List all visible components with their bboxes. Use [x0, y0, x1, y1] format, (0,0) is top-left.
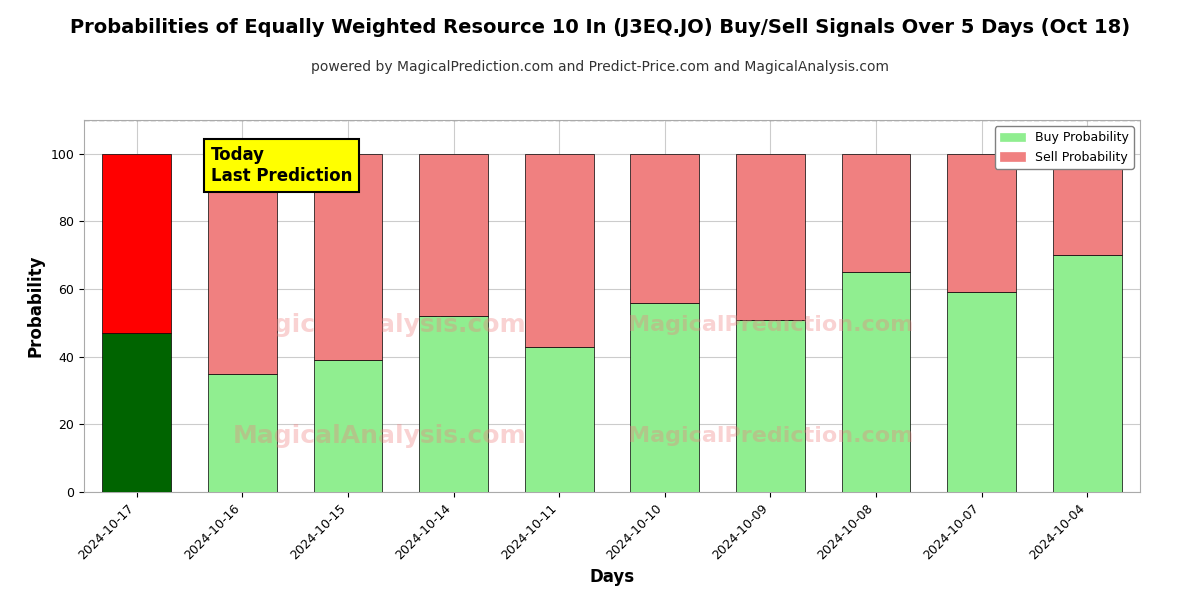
Bar — [841, 154, 911, 272]
Text: MagicalAnalysis.com: MagicalAnalysis.com — [233, 313, 527, 337]
Bar — [102, 154, 172, 333]
Text: MagicalPrediction.com: MagicalPrediction.com — [628, 426, 913, 446]
Y-axis label: Probability: Probability — [26, 255, 44, 357]
Bar — [630, 302, 700, 492]
Text: Probabilities of Equally Weighted Resource 10 In (J3EQ.JO) Buy/Sell Signals Over: Probabilities of Equally Weighted Resour… — [70, 18, 1130, 37]
Bar — [1052, 255, 1122, 492]
Bar — [208, 374, 277, 492]
Bar — [208, 154, 277, 374]
Bar — [313, 360, 383, 492]
X-axis label: Days: Days — [589, 568, 635, 586]
Bar — [947, 154, 1016, 292]
Bar — [313, 154, 383, 360]
Text: MagicalPrediction.com: MagicalPrediction.com — [628, 314, 913, 335]
Bar — [419, 316, 488, 492]
Bar — [1052, 154, 1122, 255]
Legend: Buy Probability, Sell Probability: Buy Probability, Sell Probability — [995, 126, 1134, 169]
Bar — [102, 333, 172, 492]
Text: Today
Last Prediction: Today Last Prediction — [211, 146, 352, 185]
Bar — [524, 347, 594, 492]
Bar — [524, 154, 594, 347]
Bar — [736, 154, 805, 320]
Text: powered by MagicalPrediction.com and Predict-Price.com and MagicalAnalysis.com: powered by MagicalPrediction.com and Pre… — [311, 60, 889, 74]
Text: MagicalAnalysis.com: MagicalAnalysis.com — [233, 424, 527, 448]
Bar — [736, 320, 805, 492]
Bar — [947, 292, 1016, 492]
Bar — [419, 154, 488, 316]
Bar — [841, 272, 911, 492]
Bar — [630, 154, 700, 302]
